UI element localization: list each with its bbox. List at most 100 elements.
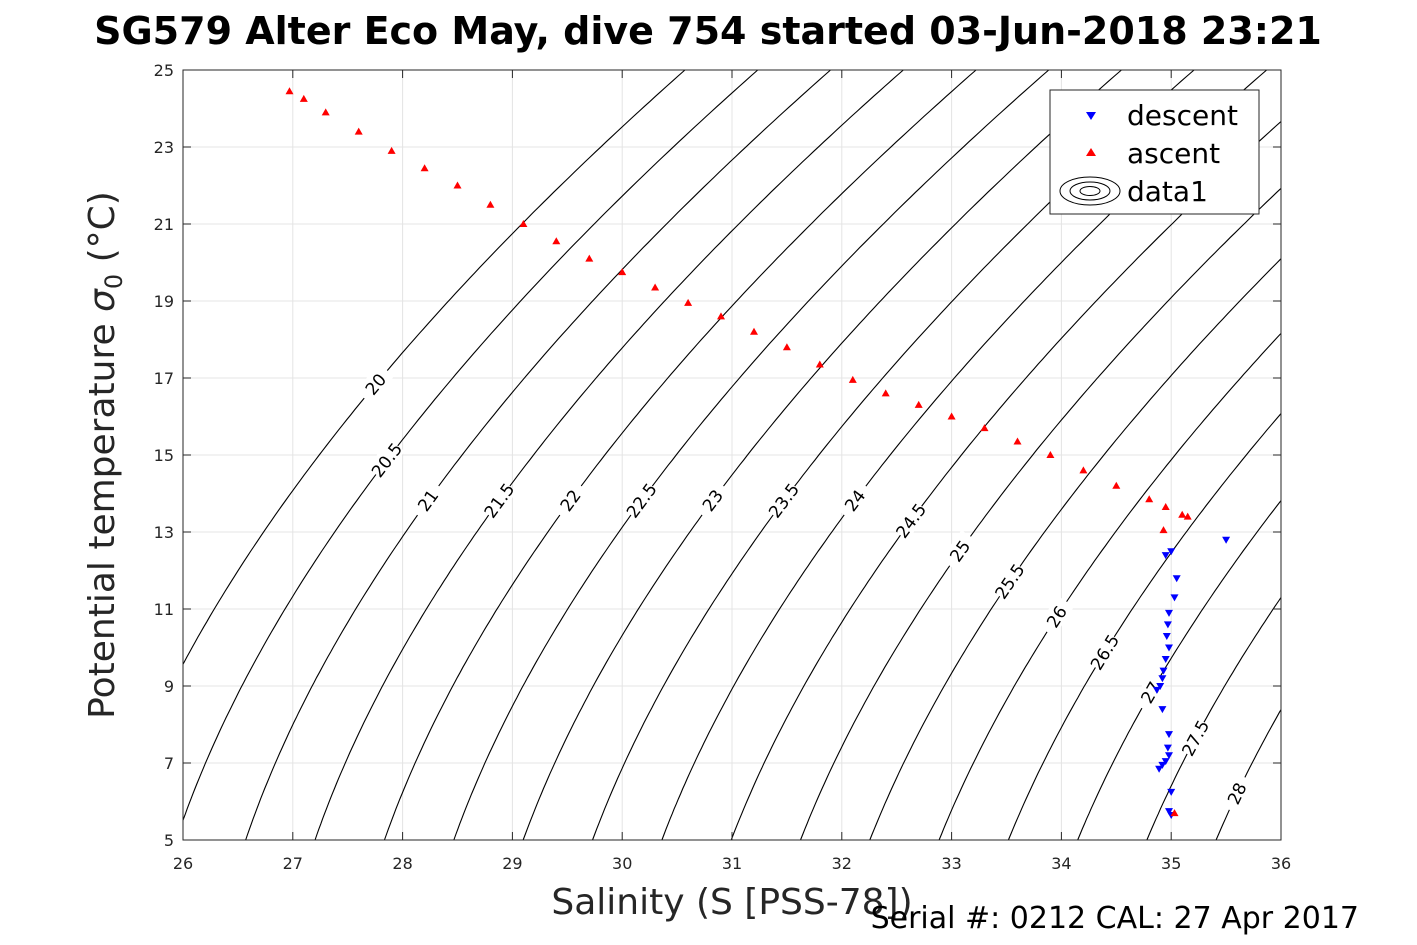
ascent-point [552,237,561,245]
ascent-point [585,254,594,262]
y-tick-label: 19 [154,292,174,311]
y-tick-label: 15 [154,446,174,465]
descent-point [1222,536,1231,544]
descent-point [1172,575,1181,583]
isopycnal-line [453,70,1050,840]
descent-point [1161,656,1170,663]
descent-point [1163,744,1172,752]
contour-label-bg [550,479,589,521]
ascent-point [1170,809,1179,817]
descent-point [1167,788,1176,796]
x-axis-label: Salinity (S [PSS-78]) [551,882,912,923]
legend-label-descent: descent [1127,99,1238,132]
isopycnal-line [383,70,977,840]
axis-ticks: 26 27 28 29 30 31 32 33 34 35 36 5 7 9 11 13 15 17 19 21 23 2… [154,61,1292,873]
isopycnal-line [938,332,1281,840]
contour-label-bg [764,479,802,521]
descent-point [1161,758,1170,766]
ascent-point [1046,451,1055,458]
x-tick-label: 33 [941,854,961,873]
x-tick-label: 31 [722,854,742,873]
ascent-point [1159,526,1168,534]
descent-point [1165,644,1173,652]
isopycnal-line [799,187,1281,840]
ascent-point [1112,481,1121,489]
data-points [285,87,1231,819]
x-tick-label: 32 [832,854,852,873]
legend-label-ascent: ascent [1127,137,1220,170]
ascent-point [387,146,396,154]
ascent-point [354,127,363,135]
ascent-point [321,108,330,116]
ascent-point [914,400,923,408]
ascent-point [453,181,462,189]
legend-marker-ascent [1086,148,1096,156]
ascent-point [717,312,725,320]
y-axis-label-unit: (°C) [82,191,123,274]
ascent-point [1178,510,1187,518]
contour-label-bg [1177,716,1212,759]
ascent-point [1013,437,1022,445]
descent-point [1170,594,1179,602]
descent-point [1167,548,1176,556]
legend-label-data1: data1 [1127,175,1208,208]
footer-serial-cal: Serial #: 0212 CAL: 27 Apr 2017 [871,901,1359,936]
y-tick-label: 11 [154,600,174,619]
chart-title: SG579 Alter Eco May, dive 754 started 03… [94,9,1322,53]
isopycnal-line [245,70,832,840]
descent-point [1158,675,1167,683]
y-tick-label: 25 [154,61,174,80]
y-axis-label: Potential temperature σ0 (°C) [82,191,128,719]
ascent-point [519,220,528,227]
contour-label-bg [990,560,1028,602]
ascent-point [651,283,660,291]
contour-label-bg [693,479,731,521]
descent-point [1165,609,1173,617]
ascent-point [486,200,495,208]
ascent-point [881,389,890,397]
x-tick-label: 35 [1161,854,1181,873]
descent-point [1159,667,1168,675]
y-tick-label: 13 [154,523,174,542]
x-tick-label: 28 [392,854,412,873]
contour-label-bg [940,529,978,571]
descent-point [1156,683,1165,690]
contour-label-bg [1132,671,1168,713]
legend-marker-descent [1086,112,1096,120]
isopycnal-line [522,70,1123,840]
ascent-point [947,412,956,420]
descent-point [1152,686,1161,694]
contour-label-bg [835,479,873,521]
descent-point [1155,765,1164,773]
descent-point [1163,621,1172,629]
x-tick-label: 30 [612,854,632,873]
isopycnal-line [869,257,1281,840]
contour-label-bg [622,479,660,521]
x-tick-label: 26 [173,854,193,873]
legend-box [1049,89,1260,215]
ascent-point [299,94,308,102]
ascent-point [848,375,857,383]
ascent-point [1183,512,1192,520]
contour-label-bg [1219,772,1253,814]
isopycnal-line [1007,412,1281,840]
x-tick-label: 34 [1051,854,1071,873]
y-tick-label: 17 [154,369,174,388]
contour-label-bg [1037,595,1075,637]
y-axis-label-sub: 0 [100,274,128,289]
x-tick-label: 27 [283,854,303,873]
ascent-point [1079,466,1088,474]
ascent-point [420,164,429,172]
ascent-point [815,360,824,368]
contour-label-bg [891,499,929,541]
legend: descent ascent data1 [1049,89,1260,215]
contour-label-bg [355,363,395,404]
y-tick-label: 9 [164,677,174,696]
ascent-point [750,327,758,335]
ascent-point [1145,495,1154,503]
descent-point [1158,706,1167,714]
isopycnal-line [183,70,686,666]
ascent-point [285,87,294,95]
descent-point [1158,761,1167,769]
